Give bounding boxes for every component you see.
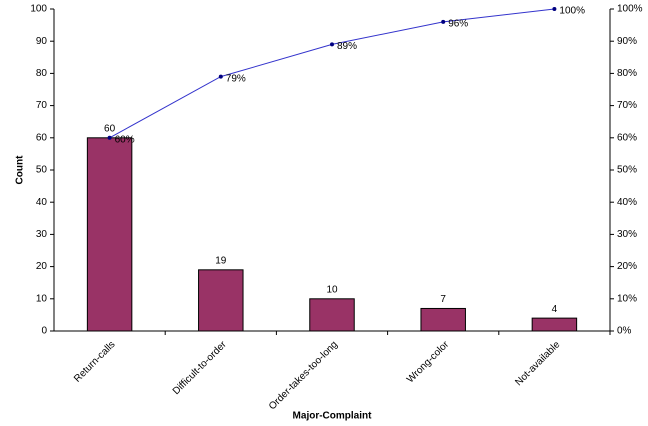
- y-tick-label: 20: [36, 261, 48, 272]
- y2-tick-label: 70%: [617, 100, 637, 111]
- line-marker: [107, 135, 112, 140]
- y-tick-label: 100: [30, 4, 47, 15]
- bar: [309, 298, 355, 332]
- bar-label: 10: [326, 284, 338, 295]
- bar-label: 19: [215, 255, 227, 266]
- y2-tick-label: 0%: [617, 326, 632, 337]
- bar-label: 60: [104, 123, 116, 134]
- y-tick-label: 90: [36, 36, 48, 47]
- y-tick-label: 40: [36, 197, 48, 208]
- y2-tick-label: 10%: [617, 293, 637, 304]
- y-tick-label: 50: [36, 165, 48, 176]
- x-tick-label: Difficult-to-order: [171, 339, 229, 397]
- line-marker: [552, 7, 557, 11]
- bar: [198, 269, 244, 332]
- x-tick-label: Wrong-color: [405, 339, 452, 386]
- line-label: 60%: [115, 134, 135, 145]
- y2-tick-label: 80%: [617, 68, 637, 79]
- line-label: 79%: [226, 73, 246, 84]
- line-label: 96%: [448, 19, 468, 30]
- bar-label: 7: [440, 294, 446, 305]
- y2-tick-label: 100%: [617, 4, 643, 15]
- bar: [531, 317, 578, 332]
- y-tick-label: 30: [36, 229, 48, 240]
- line-marker: [441, 19, 446, 24]
- bar: [420, 307, 466, 332]
- x-tick-label: Order-takes-too-long: [267, 339, 340, 412]
- cumulative-line: [109, 8, 555, 139]
- y-axis-title: Count: [15, 155, 26, 185]
- y-tick-label: 60: [36, 132, 48, 143]
- y2-tick-label: 50%: [617, 165, 637, 176]
- bar-label: 4: [552, 304, 558, 315]
- x-tick-label: Return-calls: [72, 339, 118, 385]
- y2-tick-label: 90%: [617, 36, 637, 47]
- y2-tick-label: 20%: [617, 261, 637, 272]
- y-tick-label: 10: [36, 293, 48, 304]
- line-label: 100%: [559, 6, 585, 17]
- x-axis-title: Major-Complaint: [293, 411, 373, 422]
- x-tick-label: Not-available: [513, 339, 562, 388]
- y-tick-label: 80: [36, 68, 48, 79]
- y2-tick-label: 40%: [617, 197, 637, 208]
- y-tick-label: 0: [41, 326, 47, 337]
- bar: [86, 137, 133, 332]
- y2-tick-label: 30%: [617, 229, 637, 240]
- line-label: 89%: [337, 41, 357, 52]
- y-tick-label: 70: [36, 100, 48, 111]
- line-marker: [218, 74, 223, 79]
- y2-tick-label: 60%: [617, 132, 637, 143]
- line-marker: [330, 42, 334, 47]
